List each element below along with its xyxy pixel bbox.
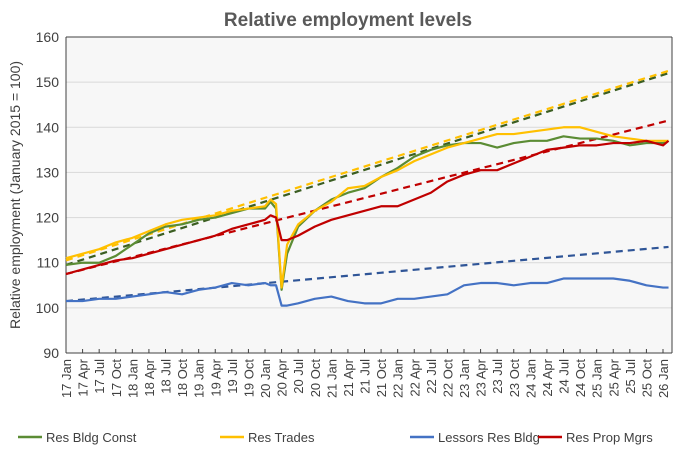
x-tick-label: 21 Oct: [374, 359, 389, 398]
x-tick-label: 25 Oct: [639, 359, 654, 398]
x-tick-label: 23 Apr: [474, 358, 489, 396]
x-tick-label: 25 Apr: [606, 358, 621, 396]
series-line: [65, 126, 669, 289]
x-tick-label: 22 Oct: [440, 359, 455, 398]
x-tick-label: 18 Jan: [125, 359, 140, 398]
x-tick-label: 22 Apr: [407, 358, 422, 396]
x-tick-label: 24 Jan: [523, 359, 538, 398]
x-tick-label: 19 Jul: [225, 359, 240, 394]
legend-label: Res Prop Mgrs: [566, 430, 653, 445]
y-tick-label: 140: [36, 119, 60, 135]
x-tick-label: 17 Jul: [92, 359, 107, 394]
x-tick-label: 25 Jul: [623, 359, 638, 394]
x-tick-label: 20 Oct: [308, 359, 323, 398]
y-axis-label: Relative employment (January 2015 = 100): [7, 61, 23, 329]
x-tick-label: 19 Apr: [208, 358, 223, 396]
y-tick-label: 110: [37, 255, 60, 271]
trendline: [65, 72, 669, 267]
x-tick-label: 17 Jan: [59, 359, 74, 398]
x-tick-label: 20 Jul: [291, 359, 306, 394]
x-tick-label: 20 Apr: [275, 358, 290, 396]
x-tick-label: 17 Apr: [76, 358, 91, 396]
legend-label: Res Bldg Const: [46, 430, 137, 445]
x-tick-label: 23 Oct: [507, 359, 522, 398]
x-tick-label: 23 Jul: [490, 359, 505, 394]
x-tick-label: 18 Apr: [142, 358, 157, 396]
plot-area: [66, 37, 672, 353]
y-tick-label: 130: [36, 164, 60, 180]
y-tick-label: 150: [36, 74, 60, 90]
trendline: [65, 69, 669, 262]
x-tick-label: 26 Jan: [656, 359, 671, 398]
chart-title: Relative employment levels: [224, 10, 472, 31]
x-tick-label: 25 Jan: [590, 359, 605, 398]
legend-label: Res Trades: [248, 430, 315, 445]
series-line: [65, 135, 669, 291]
x-tick-label: 21 Apr: [341, 358, 356, 396]
x-tick-label: 18 Jul: [159, 359, 174, 394]
y-tick-label: 120: [36, 210, 60, 226]
legend-label: Lessors Res Bldg: [438, 430, 540, 445]
x-tick-label: 21 Jan: [324, 359, 339, 398]
y-tick-label: 100: [36, 300, 60, 316]
x-tick-label: 19 Jan: [192, 359, 207, 398]
x-tick-label: 22 Jan: [391, 359, 406, 398]
y-tick-label: 160: [36, 29, 60, 45]
x-tick-label: 19 Oct: [241, 359, 256, 398]
x-tick-label: 24 Jul: [557, 359, 572, 394]
x-tick-label: 24 Oct: [573, 359, 588, 398]
y-tick-label: 90: [43, 345, 59, 361]
x-tick-label: 21 Jul: [358, 359, 373, 394]
x-tick-label: 17 Oct: [109, 359, 124, 398]
x-tick-label: 23 Jan: [457, 359, 472, 398]
x-tick-label: 18 Oct: [175, 359, 190, 398]
x-tick-label: 24 Apr: [540, 358, 555, 396]
series-line: [65, 139, 670, 276]
x-tick-label: 20 Jan: [258, 359, 273, 398]
x-tick-label: 22 Jul: [424, 359, 439, 394]
series-line: [66, 277, 669, 307]
